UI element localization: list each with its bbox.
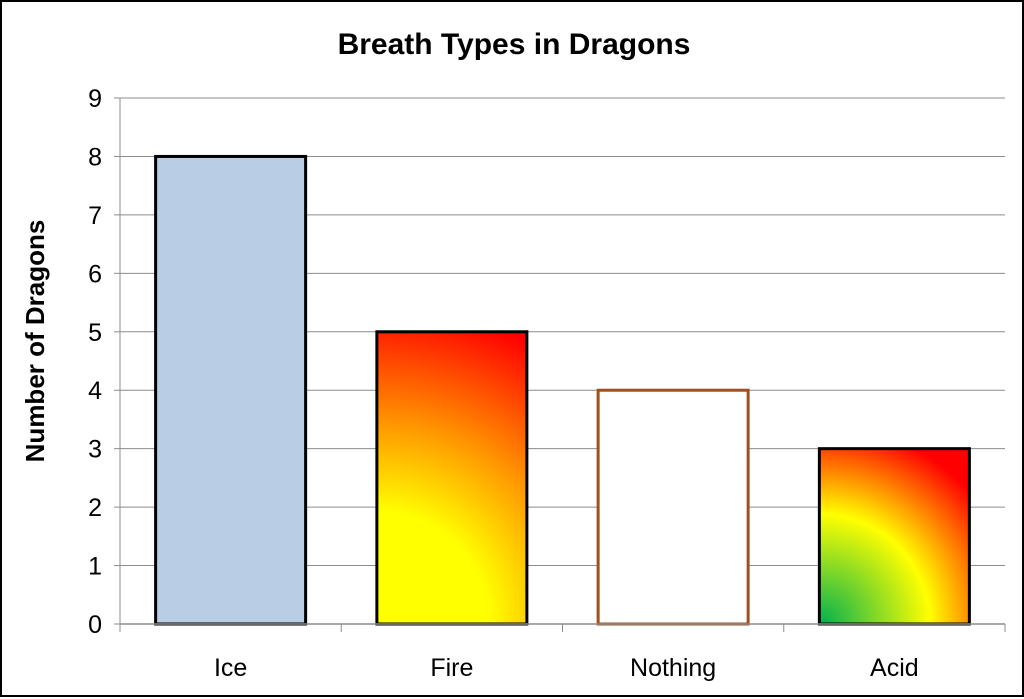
axes [119,98,1006,632]
y-tick-label: 9 [88,85,102,113]
y-tick-label: 5 [88,319,102,347]
x-axis-labels: Ice Fire Nothing Acid [214,654,919,682]
y-tick-label: 1 [88,553,102,581]
y-axis-label: Number of Dragons [20,220,50,463]
y-tick-label: 3 [88,436,102,464]
x-tick-label: Acid [870,654,919,682]
bars [154,154,971,626]
bar-fire [375,330,529,626]
y-tick-label: 6 [88,260,102,288]
x-tick-label: Ice [214,654,247,682]
x-tick-label: Nothing [630,654,716,682]
x-tick-label: Fire [430,654,473,682]
y-tick-label: 4 [88,377,102,405]
bar-nothing [596,388,750,626]
bar-ice [154,154,308,626]
chart-title: Breath Types in Dragons [338,28,691,61]
y-tick-label: 2 [88,494,102,522]
y-tick-label: 0 [88,611,102,639]
y-tick-label: 7 [88,202,102,230]
bar-acid [817,447,971,626]
y-tick-label: 8 [88,143,102,171]
y-axis-ticks: 0 1 2 3 4 5 6 7 8 9 [88,85,120,639]
